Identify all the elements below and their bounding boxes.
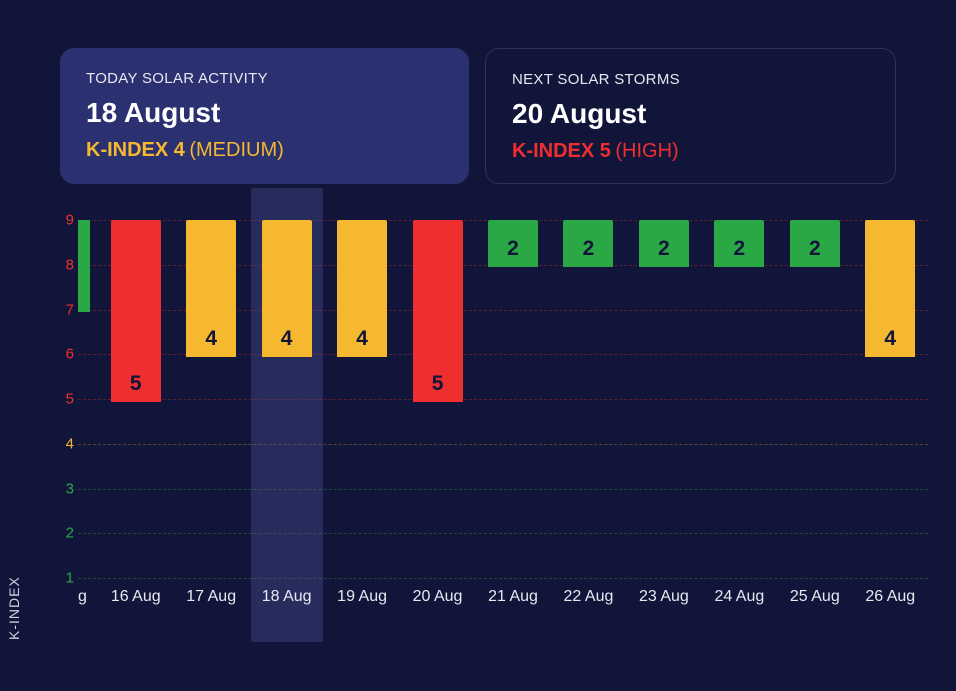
today-kindex-level: (MEDIUM) [189, 139, 283, 161]
today-card-date: 18 August [86, 97, 443, 129]
bar-value-label: 4 [356, 327, 368, 357]
bar-value-label: 2 [583, 237, 595, 267]
bar-slot[interactable]: 5 [400, 220, 475, 580]
x-tick: 19 Aug [324, 588, 399, 606]
bar-value-label: 2 [809, 237, 821, 267]
y-tick: 2 [56, 525, 74, 542]
y-tick: 4 [56, 435, 74, 452]
next-storm-card[interactable]: NEXT SOLAR STORMS 20 August K-INDEX 5 (H… [485, 48, 896, 184]
next-card-label: NEXT SOLAR STORMS [512, 71, 869, 88]
bar-slot[interactable]: 5 [98, 220, 173, 580]
bar: 4 [337, 220, 387, 357]
bar-slot[interactable]: 2 [777, 220, 852, 580]
bar-value-label: 2 [734, 237, 746, 267]
x-tick: 21 Aug [475, 588, 550, 606]
y-axis-title: K-INDEX [6, 576, 22, 640]
bar: 4 [262, 220, 312, 357]
x-tick: g [78, 588, 98, 606]
plot-area: 987654321 54445222224 [78, 220, 928, 578]
bar-value-label: 2 [658, 237, 670, 267]
x-tick: 25 Aug [777, 588, 852, 606]
bar-value-label: 5 [432, 372, 444, 402]
y-tick: 7 [56, 301, 74, 318]
y-tick: 9 [56, 212, 74, 229]
bar-slot[interactable]: 2 [551, 220, 626, 580]
kindex-chart: K-INDEX 987654321 54445222224 g16 Aug17 … [48, 220, 928, 660]
y-tick: 6 [56, 346, 74, 363]
today-kindex-value: K-INDEX 4 [86, 139, 185, 161]
bar-slot[interactable]: 4 [853, 220, 928, 580]
x-axis: g16 Aug17 Aug18 Aug19 Aug20 Aug21 Aug22 … [78, 588, 928, 606]
bar: 2 [714, 220, 764, 267]
bar-slot[interactable]: 2 [626, 220, 701, 580]
bar-slot[interactable]: 2 [702, 220, 777, 580]
y-tick: 3 [56, 480, 74, 497]
bar-value-label: 2 [507, 237, 519, 267]
today-card-label: TODAY SOLAR ACTIVITY [86, 70, 443, 87]
bar: 5 [111, 220, 161, 402]
bar-slot[interactable] [78, 220, 98, 580]
bar-slot[interactable]: 4 [249, 220, 324, 580]
y-tick: 8 [56, 256, 74, 273]
next-card-date: 20 August [512, 98, 869, 130]
bar-slot[interactable]: 2 [475, 220, 550, 580]
bar: 4 [186, 220, 236, 357]
x-tick: 26 Aug [853, 588, 928, 606]
bar: 5 [413, 220, 463, 402]
today-card[interactable]: TODAY SOLAR ACTIVITY 18 August K-INDEX 4… [60, 48, 469, 184]
bar: 2 [790, 220, 840, 267]
bar-slot[interactable]: 4 [324, 220, 399, 580]
x-tick: 18 Aug [249, 588, 324, 606]
y-tick: 5 [56, 391, 74, 408]
bar-value-label: 4 [205, 327, 217, 357]
bars-container: 5 4 4 4 5 2 2 2 2 2 4 [78, 220, 928, 580]
bar: 2 [639, 220, 689, 267]
bar [78, 220, 90, 312]
bar-value-label: 4 [281, 327, 293, 357]
next-kindex-level: (HIGH) [615, 140, 678, 162]
bar: 2 [563, 220, 613, 267]
x-tick: 23 Aug [626, 588, 701, 606]
x-tick: 16 Aug [98, 588, 173, 606]
bar: 4 [865, 220, 915, 357]
x-tick: 22 Aug [551, 588, 626, 606]
bar-slot[interactable]: 4 [173, 220, 248, 580]
next-kindex-value: K-INDEX 5 [512, 140, 611, 162]
bar-value-label: 4 [884, 327, 896, 357]
x-tick: 24 Aug [702, 588, 777, 606]
x-tick: 17 Aug [173, 588, 248, 606]
today-card-kindex-row: K-INDEX 4 (MEDIUM) [86, 139, 443, 162]
summary-cards: TODAY SOLAR ACTIVITY 18 August K-INDEX 4… [0, 0, 956, 184]
bar: 2 [488, 220, 538, 267]
next-card-kindex-row: K-INDEX 5 (HIGH) [512, 140, 869, 163]
x-tick: 20 Aug [400, 588, 475, 606]
bar-value-label: 5 [130, 372, 142, 402]
y-tick: 1 [56, 570, 74, 587]
